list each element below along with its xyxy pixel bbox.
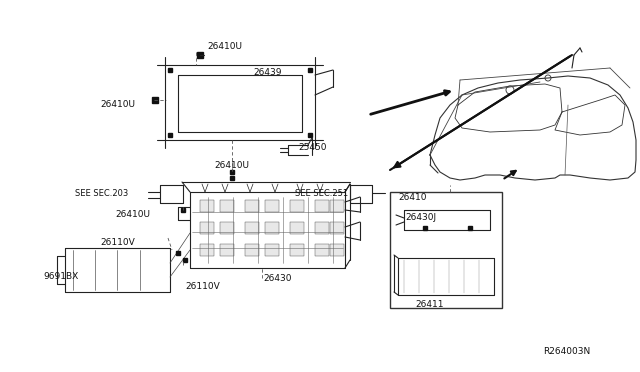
Text: 9691BX: 9691BX bbox=[43, 272, 78, 281]
Text: R264003N: R264003N bbox=[543, 347, 590, 356]
Bar bbox=[220, 222, 234, 234]
Text: 26411: 26411 bbox=[415, 300, 444, 309]
Text: 26430J: 26430J bbox=[405, 213, 436, 222]
Bar bbox=[290, 200, 304, 212]
Bar bbox=[315, 222, 329, 234]
Text: 26439: 26439 bbox=[253, 68, 282, 77]
Text: 26430: 26430 bbox=[263, 274, 291, 283]
Text: 26410: 26410 bbox=[398, 193, 426, 202]
Text: SEE SEC.251: SEE SEC.251 bbox=[295, 189, 348, 198]
Bar bbox=[265, 222, 279, 234]
Bar bbox=[245, 222, 259, 234]
Text: 26410U: 26410U bbox=[207, 42, 242, 51]
Bar bbox=[200, 200, 214, 212]
Bar bbox=[265, 200, 279, 212]
Bar bbox=[290, 244, 304, 256]
Bar bbox=[245, 200, 259, 212]
Bar bbox=[220, 244, 234, 256]
Text: 26410U: 26410U bbox=[100, 100, 135, 109]
Bar bbox=[315, 200, 329, 212]
Text: 25450: 25450 bbox=[298, 143, 326, 152]
Bar bbox=[330, 200, 344, 212]
Bar bbox=[200, 244, 214, 256]
Bar bbox=[330, 244, 344, 256]
Text: SEE SEC.203: SEE SEC.203 bbox=[75, 189, 128, 198]
Bar bbox=[200, 222, 214, 234]
Text: 26410U: 26410U bbox=[214, 161, 249, 170]
Text: 26410U: 26410U bbox=[115, 210, 150, 219]
Bar bbox=[315, 244, 329, 256]
Bar bbox=[220, 200, 234, 212]
Bar bbox=[245, 244, 259, 256]
Bar bbox=[330, 222, 344, 234]
Bar bbox=[290, 222, 304, 234]
Bar bbox=[265, 244, 279, 256]
Text: 26110V: 26110V bbox=[185, 282, 220, 291]
Text: 26110V: 26110V bbox=[100, 238, 135, 247]
Bar bbox=[390, 192, 502, 308]
